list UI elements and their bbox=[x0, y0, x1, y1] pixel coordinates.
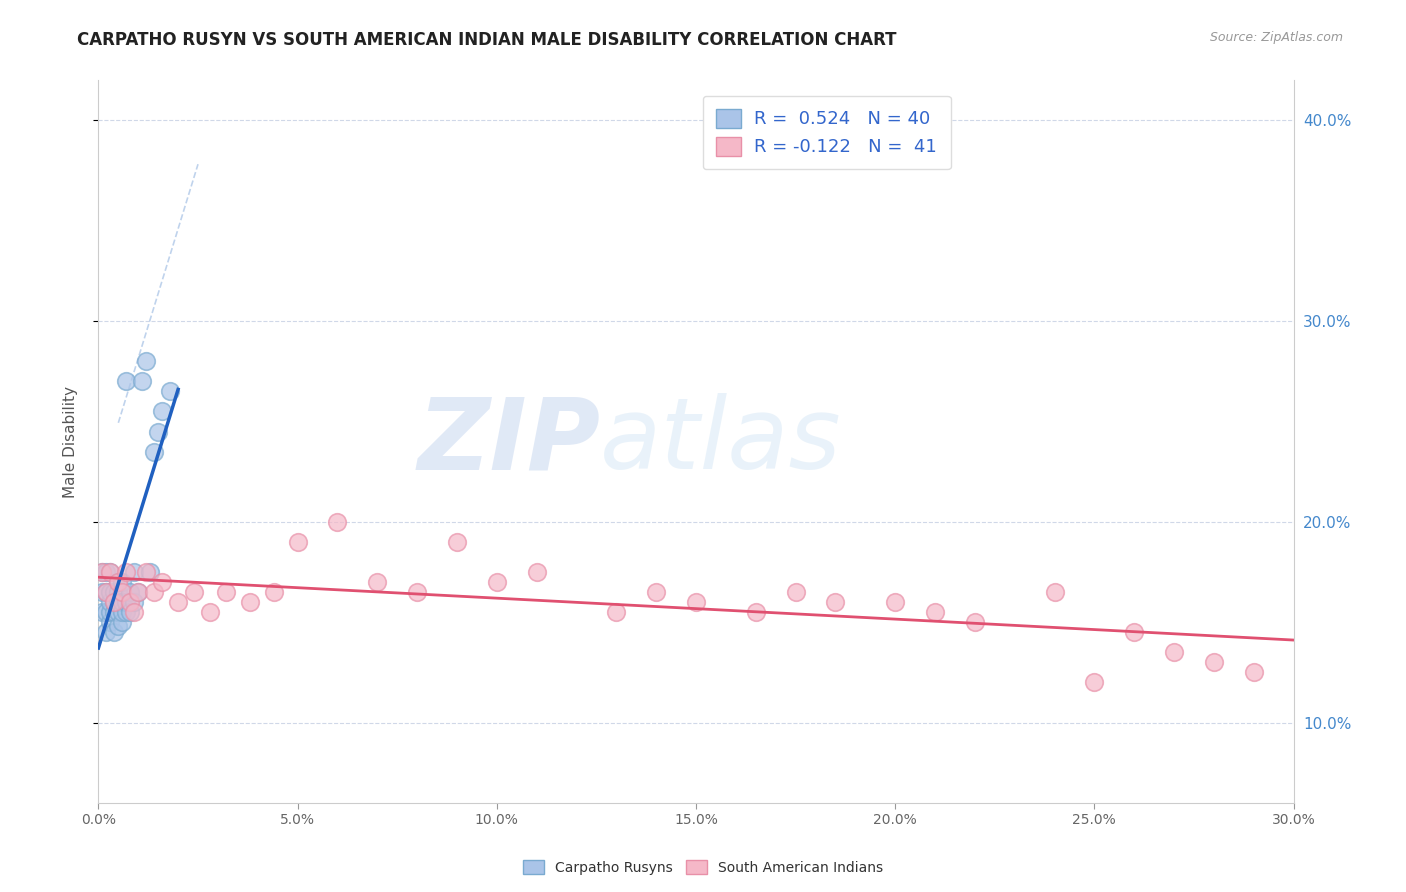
Point bbox=[884, 595, 907, 609]
Point bbox=[135, 354, 157, 368]
Point bbox=[406, 585, 429, 599]
Point bbox=[326, 515, 349, 529]
Point bbox=[115, 605, 138, 619]
Point bbox=[198, 605, 221, 619]
Point bbox=[139, 565, 162, 579]
Point bbox=[824, 595, 846, 609]
Point bbox=[124, 595, 146, 609]
Point bbox=[91, 605, 114, 619]
Point bbox=[111, 595, 134, 609]
Point bbox=[127, 585, 149, 599]
Point bbox=[107, 574, 129, 589]
Point bbox=[263, 585, 285, 599]
Point bbox=[1083, 675, 1105, 690]
Point bbox=[111, 585, 134, 599]
Legend: Carpatho Rusyns, South American Indians: Carpatho Rusyns, South American Indians bbox=[517, 855, 889, 880]
Point bbox=[124, 565, 146, 579]
Point bbox=[685, 595, 707, 609]
Point bbox=[96, 565, 118, 579]
Y-axis label: Male Disability: Male Disability bbox=[63, 385, 77, 498]
Point bbox=[96, 605, 118, 619]
Point bbox=[120, 605, 142, 619]
Point bbox=[111, 615, 134, 630]
Point bbox=[446, 534, 468, 549]
Point bbox=[107, 605, 129, 619]
Point bbox=[131, 374, 153, 388]
Legend: R =  0.524   N = 40, R = -0.122   N =  41: R = 0.524 N = 40, R = -0.122 N = 41 bbox=[703, 95, 950, 169]
Point bbox=[287, 534, 309, 549]
Point bbox=[103, 595, 125, 609]
Point bbox=[115, 595, 138, 609]
Point bbox=[127, 585, 149, 599]
Point bbox=[98, 565, 122, 579]
Point bbox=[485, 574, 508, 589]
Point bbox=[124, 605, 146, 619]
Point bbox=[745, 605, 768, 619]
Text: atlas: atlas bbox=[600, 393, 842, 490]
Point bbox=[924, 605, 946, 619]
Point bbox=[98, 605, 122, 619]
Point bbox=[107, 574, 129, 589]
Point bbox=[115, 374, 138, 388]
Point bbox=[98, 585, 122, 599]
Point bbox=[91, 585, 114, 599]
Point bbox=[103, 585, 125, 599]
Point bbox=[215, 585, 238, 599]
Point bbox=[107, 595, 129, 609]
Point bbox=[148, 425, 170, 439]
Point bbox=[159, 384, 181, 399]
Point bbox=[167, 595, 190, 609]
Point bbox=[605, 605, 627, 619]
Point bbox=[366, 574, 388, 589]
Point bbox=[91, 565, 114, 579]
Point bbox=[111, 605, 134, 619]
Text: CARPATHO RUSYN VS SOUTH AMERICAN INDIAN MALE DISABILITY CORRELATION CHART: CARPATHO RUSYN VS SOUTH AMERICAN INDIAN … bbox=[77, 31, 897, 49]
Point bbox=[183, 585, 205, 599]
Text: Source: ZipAtlas.com: Source: ZipAtlas.com bbox=[1209, 31, 1343, 45]
Point bbox=[120, 585, 142, 599]
Point bbox=[103, 605, 125, 619]
Point bbox=[1163, 645, 1185, 659]
Point bbox=[96, 625, 118, 640]
Point bbox=[111, 574, 134, 589]
Text: ZIP: ZIP bbox=[418, 393, 600, 490]
Point bbox=[526, 565, 548, 579]
Point bbox=[1243, 665, 1265, 680]
Point bbox=[96, 585, 118, 599]
Point bbox=[143, 585, 166, 599]
Point bbox=[785, 585, 807, 599]
Point bbox=[135, 565, 157, 579]
Point bbox=[91, 565, 114, 579]
Point bbox=[1043, 585, 1066, 599]
Point bbox=[150, 574, 173, 589]
Point bbox=[120, 595, 142, 609]
Point bbox=[98, 565, 122, 579]
Point bbox=[98, 615, 122, 630]
Point bbox=[96, 585, 118, 599]
Point bbox=[107, 585, 129, 599]
Point bbox=[143, 444, 166, 458]
Point bbox=[1123, 625, 1146, 640]
Point bbox=[103, 595, 125, 609]
Point bbox=[645, 585, 668, 599]
Point bbox=[98, 595, 122, 609]
Point bbox=[239, 595, 262, 609]
Point bbox=[963, 615, 986, 630]
Point bbox=[107, 619, 129, 633]
Point bbox=[103, 625, 125, 640]
Point bbox=[115, 565, 138, 579]
Point bbox=[1202, 655, 1225, 669]
Point bbox=[150, 404, 173, 418]
